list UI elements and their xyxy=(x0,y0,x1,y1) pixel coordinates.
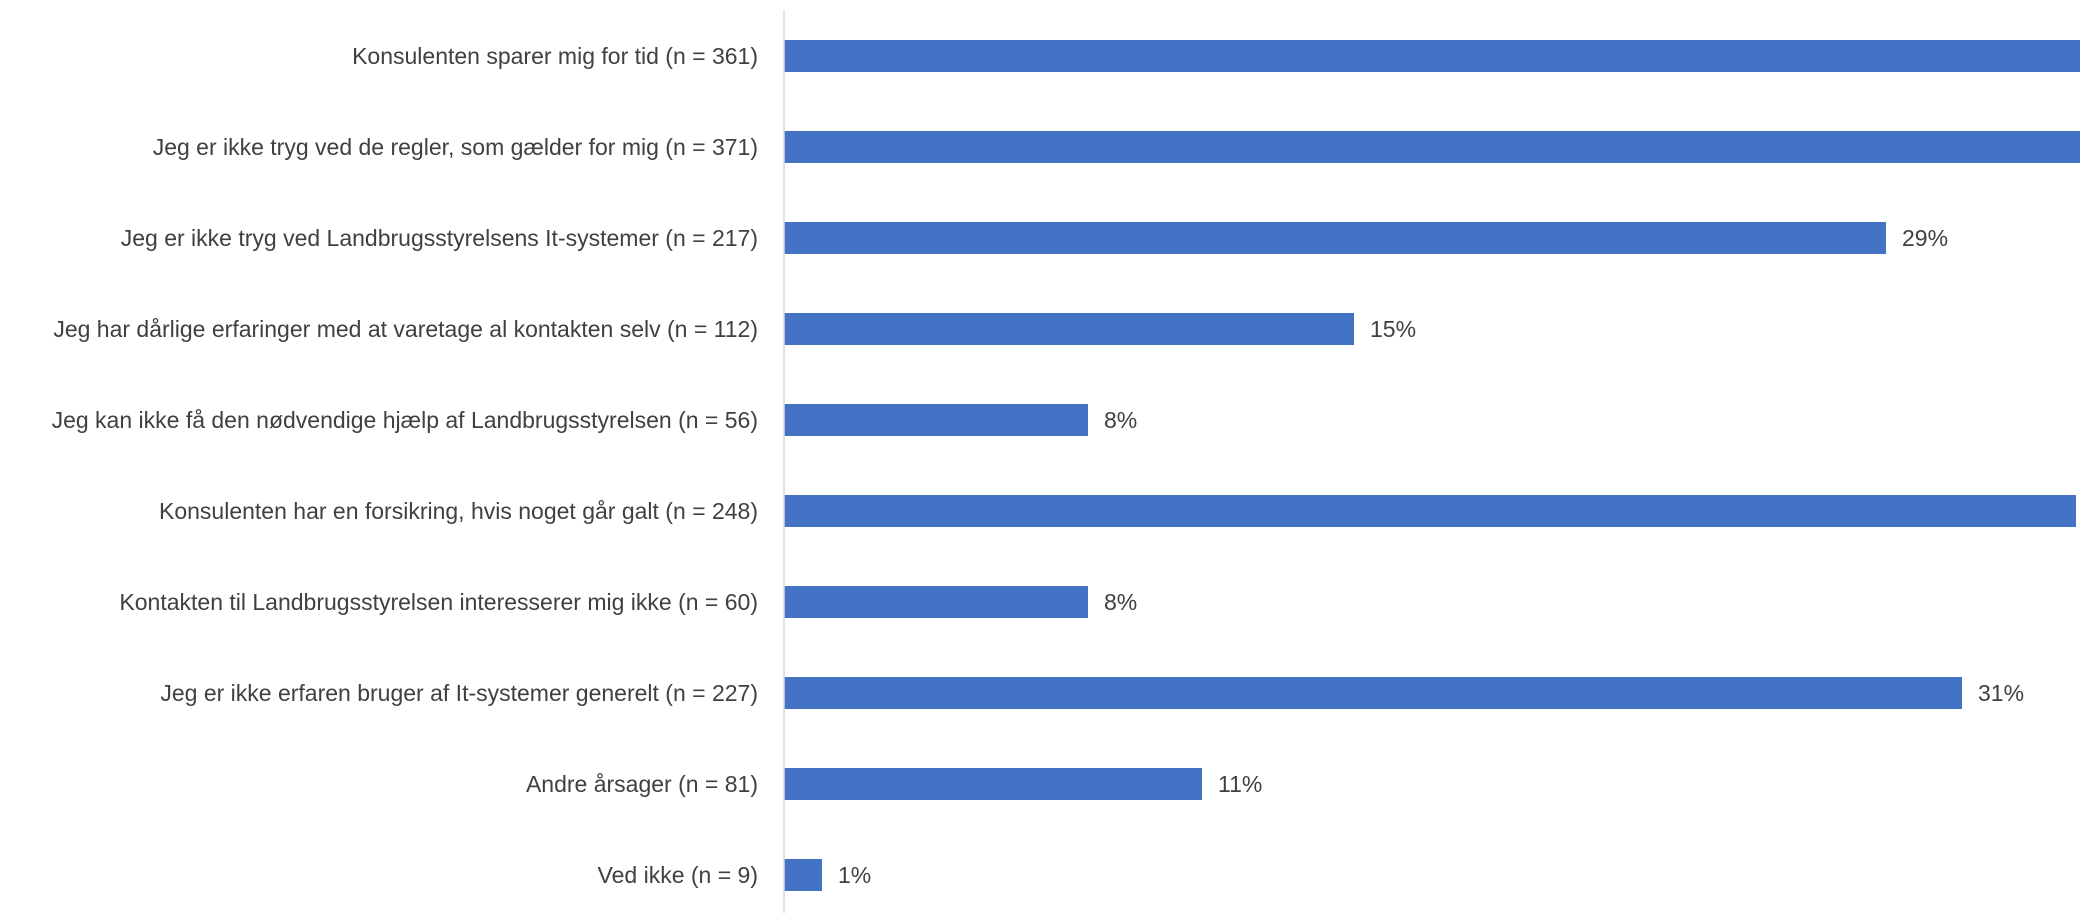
value-label: 29% xyxy=(1902,225,1948,251)
category-label: Jeg kan ikke få den nødvendige hjælp af … xyxy=(52,407,758,433)
category-labels-layer: Konsulenten sparer mig for tid (n = 361)… xyxy=(52,43,758,888)
bar xyxy=(784,677,1962,709)
bar xyxy=(784,404,1088,436)
category-label: Jeg er ikke tryg ved de regler, som gæld… xyxy=(153,134,758,160)
value-label: 8% xyxy=(1104,589,1137,615)
bar xyxy=(784,131,2080,163)
bar xyxy=(784,313,1354,345)
bar xyxy=(784,495,2076,527)
category-label: Konsulenten sparer mig for tid (n = 361) xyxy=(352,43,758,69)
bar xyxy=(784,40,2080,72)
category-label: Jeg har dårlige erfaringer med at vareta… xyxy=(53,316,758,342)
value-label: 8% xyxy=(1104,407,1137,433)
bar xyxy=(784,859,822,891)
category-label: Kontakten til Landbrugsstyrelsen interes… xyxy=(119,589,758,615)
value-label: 1% xyxy=(838,862,871,888)
value-labels-layer: 49%50%29%15%8%34%8%31%11%1% xyxy=(838,225,2024,888)
value-label: 15% xyxy=(1370,316,1416,342)
bar xyxy=(784,222,1886,254)
bar xyxy=(784,586,1088,618)
value-label: 11% xyxy=(1218,771,1262,797)
category-label: Konsulenten har en forsikring, hvis noge… xyxy=(159,498,758,524)
value-label: 31% xyxy=(1978,680,2024,706)
category-label: Ved ikke (n = 9) xyxy=(598,862,758,888)
category-label: Andre årsager (n = 81) xyxy=(526,771,758,797)
bars-layer xyxy=(784,40,2080,891)
category-label: Jeg er ikke tryg ved Landbrugsstyrelsens… xyxy=(121,225,758,251)
bar xyxy=(784,768,1202,800)
category-label: Jeg er ikke erfaren bruger af It-systeme… xyxy=(160,680,758,706)
